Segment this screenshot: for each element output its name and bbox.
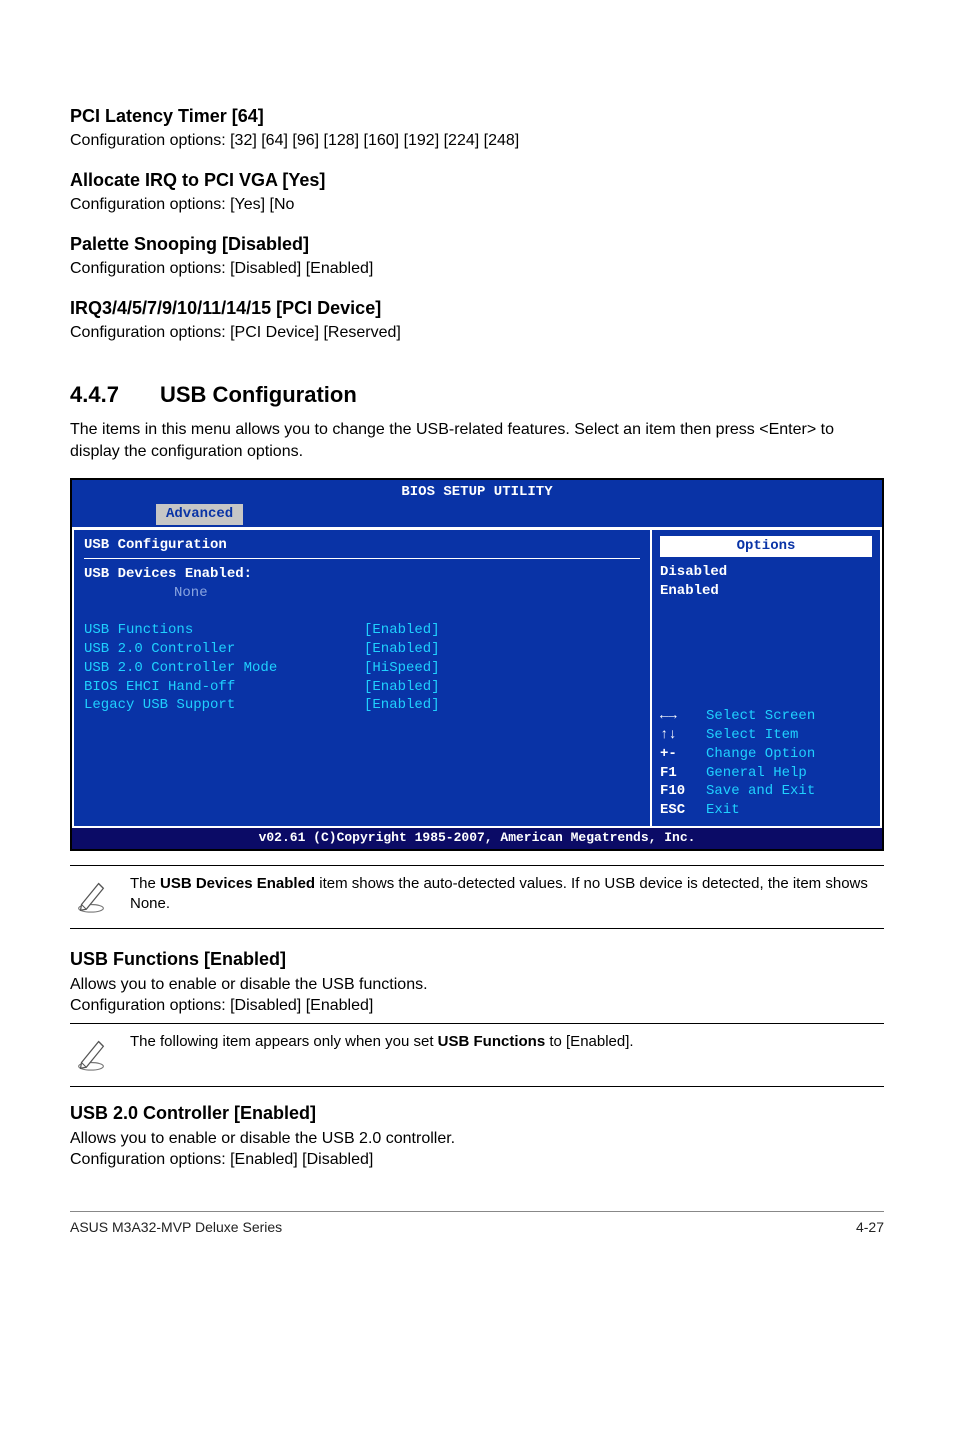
bios-nav-key: +-: [660, 745, 706, 764]
heading-irq-list: IRQ3/4/5/7/9/10/11/14/15 [PCI Device]: [70, 296, 884, 320]
bios-row-val: [Enabled]: [364, 696, 440, 715]
bios-nav-row: ←→Select Screen: [660, 707, 872, 726]
main-heading-title: USB Configuration: [160, 382, 357, 407]
main-heading-number: 4.4.7: [70, 380, 160, 410]
bios-option-disabled[interactable]: Disabled: [660, 563, 872, 582]
bios-nav-key: ←→: [660, 707, 706, 726]
usb20-line1: Allows you to enable or disable the USB …: [70, 1128, 884, 1150]
bios-nav-label: Select Item: [706, 726, 798, 745]
heading-pci-latency: PCI Latency Timer [64]: [70, 104, 884, 128]
bios-nav-key: F10: [660, 782, 706, 801]
bios-nav-row: ↑↓Select Item: [660, 726, 872, 745]
note1-bold: USB Devices Enabled: [160, 875, 315, 892]
bios-row-key: BIOS EHCI Hand-off: [84, 678, 364, 697]
bios-row-key: USB 2.0 Controller Mode: [84, 659, 364, 678]
bios-nav-row: F10Save and Exit: [660, 782, 872, 801]
bios-rows: USB Functions [Enabled] USB 2.0 Controll…: [84, 621, 640, 715]
body-pci-latency: Configuration options: [32] [64] [96] [1…: [70, 130, 884, 152]
note2-post: to [Enabled].: [545, 1033, 633, 1050]
bios-nav-label: Save and Exit: [706, 782, 815, 801]
heading-palette: Palette Snooping [Disabled]: [70, 232, 884, 256]
body-irq-list: Configuration options: [PCI Device] [Res…: [70, 322, 884, 344]
bios-row[interactable]: USB 2.0 Controller Mode [HiSpeed]: [84, 659, 640, 678]
usb20-line2: Configuration options: [Enabled] [Disabl…: [70, 1149, 884, 1171]
bios-nav-label: Change Option: [706, 745, 815, 764]
bios-nav-label: Select Screen: [706, 707, 815, 726]
bios-nav-row: F1General Help: [660, 764, 872, 783]
bios-row-key: Legacy USB Support: [84, 696, 364, 715]
pencil-icon: [70, 1032, 112, 1079]
bios-nav-key: F1: [660, 764, 706, 783]
bios-nav-key: ESC: [660, 801, 706, 820]
bios-nav-key: ↑↓: [660, 726, 706, 745]
bios-screenshot: BIOS SETUP UTILITY Advanced USB Configur…: [70, 478, 884, 850]
usb-functions-line1: Allows you to enable or disable the USB …: [70, 974, 884, 996]
body-palette: Configuration options: [Disabled] [Enabl…: [70, 258, 884, 280]
bios-devices-label: USB Devices Enabled:: [84, 565, 640, 584]
bios-options-label: Options: [660, 536, 872, 557]
usb-functions-line2: Configuration options: [Disabled] [Enabl…: [70, 995, 884, 1017]
heading-allocate-irq: Allocate IRQ to PCI VGA [Yes]: [70, 168, 884, 192]
footer-left: ASUS M3A32-MVP Deluxe Series: [70, 1218, 282, 1237]
note-text: The USB Devices Enabled item shows the a…: [130, 874, 884, 915]
pencil-icon: [70, 874, 112, 921]
bios-nav-block: ←→Select Screen ↑↓Select Item +-Change O…: [660, 647, 872, 820]
bios-row[interactable]: USB Functions [Enabled]: [84, 621, 640, 640]
main-intro: The items in this menu allows you to cha…: [70, 419, 884, 462]
bios-footer: v02.61 (C)Copyright 1985-2007, American …: [72, 828, 882, 849]
bios-option-enabled[interactable]: Enabled: [660, 582, 872, 601]
bios-row-val: [HiSpeed]: [364, 659, 440, 678]
bios-row[interactable]: Legacy USB Support [Enabled]: [84, 696, 640, 715]
note-text: The following item appears only when you…: [130, 1032, 884, 1052]
bios-devices-value: None: [174, 584, 640, 603]
bios-divider: [84, 558, 640, 559]
bios-row-val: [Enabled]: [364, 678, 440, 697]
bios-row-key: USB Functions: [84, 621, 364, 640]
page-footer: ASUS M3A32-MVP Deluxe Series 4-27: [70, 1211, 884, 1237]
bios-nav-label: General Help: [706, 764, 807, 783]
bios-row[interactable]: USB 2.0 Controller [Enabled]: [84, 640, 640, 659]
footer-right: 4-27: [856, 1218, 884, 1237]
bios-row-val: [Enabled]: [364, 640, 440, 659]
heading-usb-functions: USB Functions [Enabled]: [70, 947, 884, 971]
bios-tab-advanced[interactable]: Advanced: [156, 504, 243, 525]
bios-row-key: USB 2.0 Controller: [84, 640, 364, 659]
bios-left-pane: USB Configuration USB Devices Enabled: N…: [72, 528, 650, 828]
body-allocate-irq: Configuration options: [Yes] [No: [70, 194, 884, 216]
note1-pre: The: [130, 875, 160, 892]
bios-right-pane: Options Disabled Enabled ←→Select Screen…: [650, 528, 882, 828]
main-heading: 4.4.7USB Configuration: [70, 380, 884, 410]
bios-title: BIOS SETUP UTILITY: [72, 480, 882, 502]
note2-pre: The following item appears only when you…: [130, 1033, 438, 1050]
heading-usb20: USB 2.0 Controller [Enabled]: [70, 1101, 884, 1125]
bios-row-val: [Enabled]: [364, 621, 440, 640]
bios-nav-label: Exit: [706, 801, 740, 820]
note-block: The USB Devices Enabled item shows the a…: [70, 865, 884, 930]
bios-options-list: Disabled Enabled: [660, 563, 872, 601]
bios-nav-row: +-Change Option: [660, 745, 872, 764]
bios-config-title: USB Configuration: [84, 536, 640, 555]
bios-main: USB Configuration USB Devices Enabled: N…: [72, 527, 882, 828]
note2-bold: USB Functions: [438, 1033, 546, 1050]
bios-nav-row: ESCExit: [660, 801, 872, 820]
note-block: The following item appears only when you…: [70, 1023, 884, 1088]
bios-row[interactable]: BIOS EHCI Hand-off [Enabled]: [84, 678, 640, 697]
